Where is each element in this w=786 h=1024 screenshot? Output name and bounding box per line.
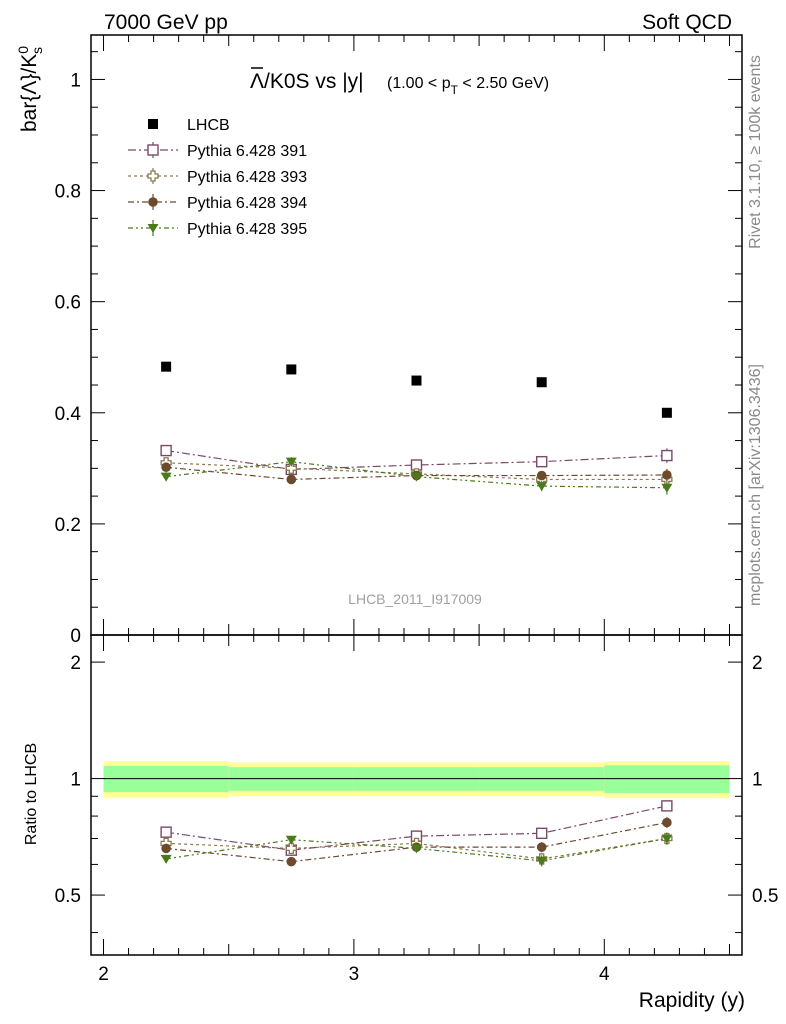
legend-label-3: Pythia 6.428 394 xyxy=(187,195,307,212)
main-point-4-1 xyxy=(285,457,297,467)
legend-label-4: Pythia 6.428 395 xyxy=(187,221,307,238)
ratio-point-3-1 xyxy=(285,835,297,845)
ratio-y-tick-label: 0.5 xyxy=(55,886,81,907)
main-point-0-3 xyxy=(536,377,547,388)
ratio-series-2 xyxy=(161,817,672,867)
ratio-point-2-1 xyxy=(286,856,297,867)
ratio-point-0-3 xyxy=(535,827,548,840)
main-point-3-4 xyxy=(662,470,672,480)
svg-text:(1.00 < pT < 2.50 GeV): (1.00 < pT < 2.50 GeV) xyxy=(387,75,549,97)
ratio-point-3-3 xyxy=(536,856,548,866)
main-plot-data xyxy=(160,361,673,495)
svg-text:Λ/K0S vs |y|: Λ/K0S vs |y| xyxy=(250,70,364,93)
main-point-2-1 xyxy=(285,462,297,474)
ratio-point-1-1 xyxy=(285,842,297,855)
x-tick-label: 4 xyxy=(599,964,610,985)
inner-band-0 xyxy=(103,765,229,793)
legend-label-0: LHCB xyxy=(187,117,230,134)
legend-item-4: Pythia 6.428 395 xyxy=(128,220,307,238)
main-y-tick-label: 0 xyxy=(70,626,81,647)
main-y-tick-label: 0.8 xyxy=(55,182,81,203)
inner-band-4 xyxy=(604,765,730,793)
ratio-point-2-3 xyxy=(536,842,547,852)
ratio-uncertainty-bands xyxy=(103,761,730,799)
legend-item-1: Pythia 6.428 391 xyxy=(128,142,307,160)
main-point-3-1 xyxy=(286,474,297,485)
ratio-point-3-4 xyxy=(661,834,673,844)
ratio-y-tick-label: 1 xyxy=(70,770,81,791)
main-plot-title: Λ/K0S vs |y| (1.00 < pT < 2.50 GeV) xyxy=(250,67,549,97)
main-y-axis-label: bar{Λ}/K0s xyxy=(15,46,45,132)
legend-item-3: Pythia 6.428 394 xyxy=(128,194,307,212)
title-cut-prefix: (1.00 < p xyxy=(387,75,451,92)
mcplots-label: mcplots.cern.ch [arXiv:1306.3436] xyxy=(747,364,764,606)
main-y-tick-label: 0.4 xyxy=(55,404,82,425)
title-rest: /K0S vs |y| xyxy=(264,70,364,93)
legend-marker-3 xyxy=(148,197,158,207)
main-point-3-0 xyxy=(161,462,171,473)
ratio-y-tick-label-right: 2 xyxy=(752,653,763,674)
main-point-4-3 xyxy=(536,482,548,492)
main-point-1-0 xyxy=(160,444,172,457)
main-point-1-4 xyxy=(661,449,673,462)
header-right: Soft QCD xyxy=(642,11,732,34)
ratio-point-0-0 xyxy=(160,826,172,838)
legend-item-0: LHCB xyxy=(148,117,230,134)
x-tick-label: 3 xyxy=(349,964,360,985)
ratio-point-2-4 xyxy=(662,817,672,828)
x-tick-label: 2 xyxy=(98,964,109,985)
ratio-plot-data xyxy=(160,800,673,867)
main-series-0 xyxy=(161,361,672,418)
legend-marker-2 xyxy=(147,170,159,182)
ratio-y-axis-label: Ratio to LHCB xyxy=(23,743,40,845)
ratio-point-2-0 xyxy=(161,843,171,854)
ratio-series-3 xyxy=(160,832,673,867)
main-point-3-3 xyxy=(536,470,547,481)
main-point-0-0 xyxy=(161,361,172,372)
legend-label-2: Pythia 6.428 393 xyxy=(187,169,307,186)
title-cut-sub: T xyxy=(451,83,459,97)
ylabel-sup: 0 xyxy=(15,46,31,54)
axes: 0 0.2 0.4 0.6 0.8 1 2 3 4 0.5 0.5 1 1 2 2 xyxy=(55,34,778,985)
main-y-tick-label: 0.6 xyxy=(55,293,81,314)
legend: LHCB Pythia 6.428 391 Pythia 6.428 393 Pyth… xyxy=(128,117,307,238)
ratio-y-tick-label: 2 xyxy=(70,653,81,674)
main-point-4-4 xyxy=(661,483,673,493)
header-left: 7000 GeV pp xyxy=(104,11,228,34)
ratio-y-tick-label-right: 1 xyxy=(752,770,763,791)
title-cut-suffix: < 2.50 GeV) xyxy=(458,75,549,92)
legend-label-1: Pythia 6.428 391 xyxy=(187,143,307,160)
main-point-0-1 xyxy=(286,364,297,375)
ratio-point-0-4 xyxy=(661,800,673,812)
ylabel-main-text: bar{Λ}/K xyxy=(18,54,41,132)
x-axis-label: Rapidity (y) xyxy=(639,989,745,1012)
main-point-4-2 xyxy=(411,472,422,482)
ratio-point-3-0 xyxy=(160,854,172,864)
analysis-id-label: LHCB_2011_I917009 xyxy=(348,591,482,607)
main-point-4-0 xyxy=(160,472,172,482)
ratio-point-3-2 xyxy=(411,844,422,854)
main-y-tick-label: 1 xyxy=(70,70,81,91)
legend-marker-0 xyxy=(148,119,158,129)
legend-marker-4 xyxy=(147,224,159,233)
title-lambda-bar: Λ xyxy=(250,70,264,93)
ylabel-sub: s xyxy=(29,47,45,54)
main-y-tick-label: 0.2 xyxy=(55,515,81,536)
main-series-4 xyxy=(160,457,673,495)
main-point-0-2 xyxy=(411,375,422,386)
main-point-0-4 xyxy=(661,407,672,418)
ratio-y-tick-label-right: 0.5 xyxy=(752,886,778,907)
legend-marker-1 xyxy=(147,144,159,156)
legend-item-2: Pythia 6.428 393 xyxy=(128,168,307,186)
rivet-version-label: Rivet 3.1.10, ≥ 100k events xyxy=(747,55,764,249)
main-point-1-3 xyxy=(535,455,548,468)
main-series-3 xyxy=(161,462,672,485)
ratio-plot-frame xyxy=(90,634,743,956)
